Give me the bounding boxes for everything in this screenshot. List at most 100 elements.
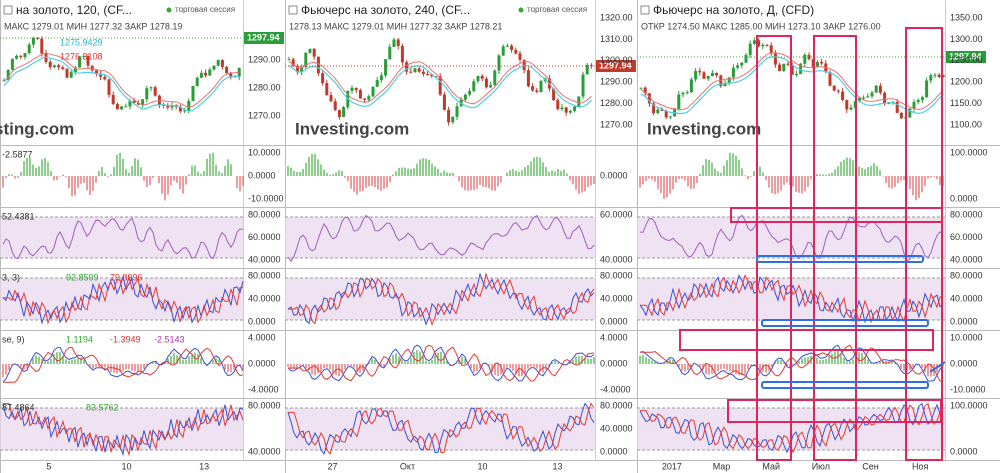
candle-body xyxy=(689,79,693,93)
annotation-box xyxy=(679,329,934,351)
indicator-value: 79.8996 xyxy=(110,272,143,282)
logo: Investing.com xyxy=(647,119,761,138)
indicator-value: 87.4864 xyxy=(2,402,35,412)
candle-body xyxy=(677,94,681,109)
candle-body xyxy=(312,48,316,57)
indicator-value: 52.4381 xyxy=(2,211,35,221)
session-label: торговая сессия xyxy=(527,5,587,14)
candle-body xyxy=(895,101,899,113)
candle-body xyxy=(476,75,480,82)
indicator-line xyxy=(2,403,244,457)
candle-body xyxy=(828,72,832,86)
candle-body xyxy=(899,112,903,119)
candle-body xyxy=(694,71,698,80)
candle-body xyxy=(740,62,744,66)
indicator-line xyxy=(2,217,244,260)
header-icon xyxy=(288,5,298,15)
candle-body xyxy=(668,116,672,118)
candle-body xyxy=(782,63,786,71)
ohlc-info: 1278.13 МАКС 1279.01 МИН 1277.32 ЗАКР 12… xyxy=(289,21,502,31)
candle-body xyxy=(937,74,941,77)
candle-body xyxy=(65,69,69,78)
indicator-value: 1.1194 xyxy=(66,334,93,344)
price-axis-label: 1280.00 xyxy=(248,82,281,92)
range-band xyxy=(285,217,595,258)
candle-body xyxy=(656,109,660,114)
candle-body xyxy=(388,46,392,60)
candle-body xyxy=(6,69,10,80)
candle-body xyxy=(409,71,413,73)
price-axis-label: 1270.00 xyxy=(248,110,281,120)
time-axis-label: 13 xyxy=(552,461,562,471)
candle-body xyxy=(434,76,438,78)
panel-axis-label: 0.0000 xyxy=(950,446,978,456)
candle-body xyxy=(384,59,388,76)
candle-body xyxy=(702,72,706,79)
session-dot xyxy=(518,7,524,13)
candle-body xyxy=(786,63,790,65)
candle-body xyxy=(744,55,748,63)
panel-axis-label: 80.0000 xyxy=(248,270,281,280)
candle-body xyxy=(815,61,819,67)
price-axis-label: 1150.00 xyxy=(950,98,982,108)
candle-body xyxy=(799,63,803,75)
candle-body xyxy=(73,67,77,73)
candle-body xyxy=(518,53,522,60)
candle-body xyxy=(358,89,362,99)
candle-body xyxy=(652,103,656,114)
time-axis-label: 5 xyxy=(46,461,51,471)
price-label: 1297.94 xyxy=(247,32,280,42)
logo: Investing.com xyxy=(295,119,409,138)
candle-body xyxy=(778,64,782,71)
panel-axis-label: -4.0000 xyxy=(600,384,631,394)
candle-body xyxy=(472,81,476,91)
candle-body xyxy=(748,43,752,56)
macd-line xyxy=(287,344,595,382)
candle-body xyxy=(514,49,518,54)
candle-body xyxy=(832,85,836,91)
moving-average xyxy=(640,52,944,111)
candle-body xyxy=(489,84,493,88)
candle-body xyxy=(564,107,568,113)
header-icon xyxy=(3,5,13,15)
candle-body xyxy=(153,87,157,96)
panel-axis-label: 0.0000 xyxy=(248,358,276,368)
candle-body xyxy=(291,59,295,66)
session-label: торговая сессия xyxy=(175,5,235,14)
candle-body xyxy=(48,61,52,68)
candle-body xyxy=(761,44,765,47)
candle-body xyxy=(752,40,756,44)
candle-body xyxy=(757,40,761,47)
indicator-value: -2.5877 xyxy=(2,149,33,159)
price-axis-label: 1200.00 xyxy=(950,77,983,87)
time-axis-label: 2017 xyxy=(662,461,682,471)
candle-body xyxy=(925,80,929,98)
annotation-box xyxy=(756,35,792,461)
candle-body xyxy=(413,68,417,73)
candle-body xyxy=(69,72,73,78)
candle-body xyxy=(295,65,299,73)
candle-body xyxy=(681,92,685,95)
annotation-box xyxy=(730,207,943,223)
candle-body xyxy=(698,71,702,73)
candle-body xyxy=(685,92,689,94)
candle-body xyxy=(920,97,924,100)
candle-body xyxy=(19,55,23,57)
indicator-line xyxy=(287,272,595,326)
candle-body xyxy=(455,106,459,117)
time-axis-label: 10 xyxy=(477,461,487,471)
candle-body xyxy=(862,97,866,99)
price-axis-label: 1250.00 xyxy=(950,55,983,65)
candle-body xyxy=(86,55,90,66)
candle-body xyxy=(128,100,132,107)
candle-body xyxy=(929,75,933,81)
moving-average xyxy=(3,52,240,108)
candle-body xyxy=(883,92,887,104)
candle-body xyxy=(794,74,798,76)
chart-column: 1297.94 1320.00 1310.00 1300.00 1290.00 1280.… xyxy=(285,0,637,473)
candle-body xyxy=(560,107,564,110)
candle-body xyxy=(710,72,714,77)
candle-body xyxy=(568,110,572,113)
candle-body xyxy=(405,62,409,72)
